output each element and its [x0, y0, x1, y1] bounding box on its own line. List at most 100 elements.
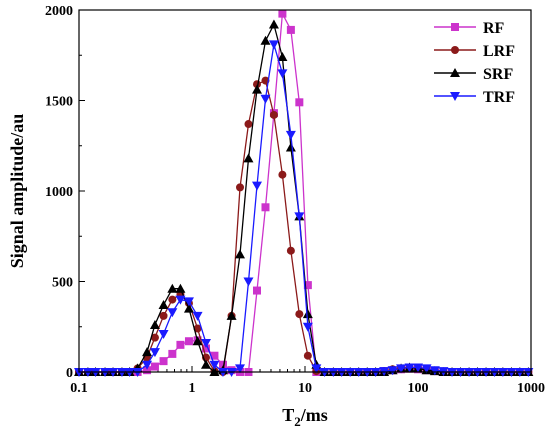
data-point-lrf — [236, 183, 245, 192]
legend-marker — [450, 92, 460, 101]
data-point-srf — [235, 249, 246, 259]
data-point-trf — [235, 364, 246, 374]
data-point-srf — [158, 300, 169, 310]
y-tick-label: 0 — [66, 366, 73, 381]
x-tick-label: 10 — [298, 381, 312, 396]
data-point-trf — [413, 363, 423, 373]
data-point-trf — [251, 181, 262, 191]
data-point-lrf — [278, 170, 287, 179]
data-point-rf — [143, 366, 152, 375]
data-point-trf — [294, 212, 305, 222]
data-point-lrf — [150, 333, 159, 342]
legend-marker — [450, 68, 460, 77]
data-point-trf — [404, 363, 415, 373]
legend-item-trf: TRF — [434, 89, 515, 106]
data-point-trf — [429, 366, 440, 376]
data-point-rf — [210, 351, 219, 360]
legend-marker — [451, 46, 459, 54]
series-group — [74, 9, 534, 377]
data-point-srf — [149, 319, 160, 329]
data-point-trf — [260, 94, 271, 104]
data-point-srf — [183, 303, 194, 313]
data-point-rf — [150, 362, 159, 371]
data-point-trf — [285, 130, 296, 140]
series-line-rf — [79, 11, 529, 373]
y-axis-title: Signal amplitude/au — [7, 114, 27, 269]
y-tick-label: 2000 — [45, 4, 73, 19]
data-point-rf — [168, 349, 177, 358]
legend-label: LRF — [483, 43, 515, 60]
data-point-lrf — [295, 310, 304, 319]
data-point-lrf — [269, 110, 278, 119]
legend-label: RF — [483, 20, 505, 37]
data-point-lrf — [286, 246, 295, 255]
data-point-trf — [192, 311, 203, 321]
data-point-rf — [278, 9, 287, 18]
data-point-srf — [268, 19, 279, 29]
data-point-rf — [184, 337, 193, 346]
data-point-trf — [268, 40, 279, 50]
series-lrf — [75, 76, 533, 376]
y-tick-label: 1000 — [45, 185, 73, 200]
legend: RF LRF SRF TRF — [434, 20, 515, 106]
data-point-trf — [183, 297, 194, 307]
series-rf — [75, 9, 533, 376]
data-point-srf — [285, 142, 296, 152]
data-point-lrf — [168, 295, 177, 304]
data-point-srf — [200, 359, 211, 369]
data-point-rf — [252, 286, 261, 295]
data-point-lrf — [159, 311, 168, 320]
legend-label: SRF — [483, 66, 513, 83]
series-line-lrf — [79, 79, 529, 373]
data-point-trf — [158, 329, 169, 339]
data-point-trf — [175, 295, 186, 305]
data-point-lrf — [303, 351, 312, 360]
data-point-rf — [218, 360, 227, 369]
data-point-srf — [260, 35, 271, 45]
data-point-rf — [261, 203, 270, 212]
data-point-trf — [387, 366, 398, 376]
data-point-rf — [201, 344, 210, 353]
data-point-rf — [303, 281, 312, 290]
data-point-rf — [176, 340, 185, 349]
data-point-srf — [226, 310, 237, 320]
data-point-srf — [277, 52, 288, 62]
data-point-rf — [286, 25, 295, 34]
data-point-lrf — [252, 80, 261, 89]
data-point-srf — [192, 336, 203, 346]
data-point-trf — [200, 339, 211, 349]
data-point-trf — [149, 348, 160, 358]
data-point-trf — [421, 364, 432, 374]
y-tick-label: 1500 — [45, 95, 73, 110]
x-axis-title: T2/ms — [282, 405, 328, 429]
data-point-trf — [277, 69, 288, 79]
data-point-srf — [302, 309, 313, 319]
data-point-lrf — [193, 324, 202, 333]
data-point-trf — [167, 308, 178, 318]
x-tick-label: 0.1 — [70, 381, 88, 396]
data-point-srf — [251, 84, 262, 94]
legend-item-srf: SRF — [434, 66, 513, 83]
data-point-srf — [142, 347, 153, 357]
data-point-trf — [209, 360, 220, 370]
data-point-rf — [159, 357, 168, 366]
data-point-trf — [396, 364, 407, 374]
data-point-rf — [295, 98, 304, 107]
x-tick-label: 1 — [189, 381, 196, 396]
legend-label: TRF — [483, 89, 515, 106]
legend-item-rf: RF — [434, 20, 505, 37]
data-point-trf — [311, 364, 322, 374]
data-point-lrf — [244, 120, 253, 129]
data-point-srf — [243, 153, 254, 163]
y-tick-label: 500 — [52, 276, 73, 291]
data-point-trf — [302, 322, 313, 332]
data-point-trf — [243, 277, 254, 287]
plot-frame — [78, 9, 532, 373]
data-point-srf — [167, 283, 178, 293]
x-tick-label: 100 — [408, 381, 429, 396]
legend-marker — [451, 23, 459, 31]
x-tick-label: 1000 — [517, 381, 545, 396]
legend-item-lrf: LRF — [434, 43, 515, 60]
